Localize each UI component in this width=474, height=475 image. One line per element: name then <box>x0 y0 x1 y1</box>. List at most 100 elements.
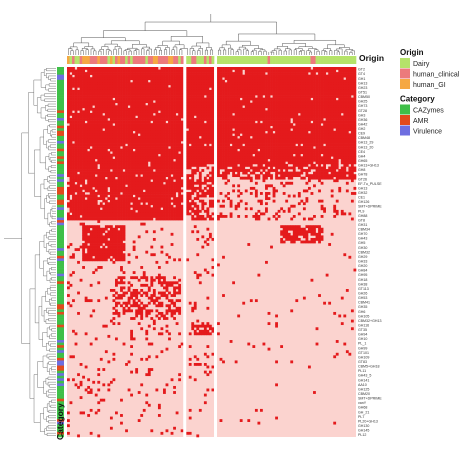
heatmap-cell <box>345 151 349 155</box>
heatmap-cell <box>178 148 182 152</box>
heatmap-cell <box>244 148 248 152</box>
heatmap-cell <box>125 77 128 81</box>
heatmap-cell <box>163 89 166 93</box>
heatmap-cell <box>170 77 174 81</box>
heatmap-cell <box>127 112 131 116</box>
heatmap-cell <box>350 77 354 81</box>
heatmap-cell <box>150 153 154 157</box>
heatmap-cell <box>305 112 309 116</box>
heatmap-cell <box>104 110 108 114</box>
heatmap-cell <box>104 105 108 109</box>
heatmap-cell <box>307 74 311 78</box>
heatmap-cell <box>147 138 151 142</box>
heatmap-cell <box>285 74 289 78</box>
heatmap-cell <box>120 95 123 98</box>
heatmap-cell <box>305 107 309 111</box>
heatmap-cell <box>345 82 349 86</box>
heatmap-cell <box>125 138 128 142</box>
heatmap-cell <box>67 92 70 96</box>
heatmap-cell <box>125 72 128 75</box>
heatmap-cell <box>237 151 241 155</box>
heatmap-cell <box>333 92 337 96</box>
heatmap-cell <box>79 107 83 111</box>
heatmap-cell <box>117 148 121 152</box>
heatmap-cell <box>340 153 344 157</box>
heatmap-cell <box>229 146 233 149</box>
heatmap-cell <box>84 158 88 162</box>
heatmap-cell <box>168 112 171 116</box>
heatmap-cell <box>287 125 291 129</box>
heatmap-cell <box>340 77 344 81</box>
category-annotation-cell <box>57 235 64 239</box>
heatmap-cell <box>160 95 164 98</box>
heatmap-cell <box>201 158 205 162</box>
heatmap-cell <box>201 143 205 147</box>
heatmap-cell <box>132 120 136 124</box>
heatmap-cell <box>353 100 357 104</box>
heatmap-cell <box>313 95 316 98</box>
heatmap-cell <box>302 135 306 139</box>
heatmap-cell <box>142 105 146 109</box>
heatmap-cell <box>280 123 284 126</box>
heatmap-cell <box>89 118 93 121</box>
heatmap-cell <box>275 110 278 114</box>
heatmap-cell <box>82 92 85 96</box>
heatmap-cell <box>217 143 220 147</box>
heatmap-cell <box>165 146 169 149</box>
heatmap-cell <box>142 133 146 137</box>
heatmap-cell <box>340 102 344 106</box>
heatmap-cell <box>323 148 326 152</box>
heatmap-cell <box>257 120 261 124</box>
heatmap-cell <box>307 125 311 129</box>
heatmap-cell <box>237 107 241 111</box>
heatmap-cell <box>257 95 261 98</box>
heatmap-cell <box>92 112 96 116</box>
heatmap-cell <box>232 153 236 157</box>
heatmap-cell <box>142 141 146 144</box>
heatmap-cell <box>335 135 339 139</box>
heatmap-cell <box>280 77 284 81</box>
heatmap-cell <box>224 120 228 124</box>
heatmap-cell <box>227 79 230 83</box>
heatmap-cell <box>348 143 352 147</box>
heatmap-cell <box>104 153 108 157</box>
heatmap-cell <box>74 141 78 144</box>
heatmap-cell <box>87 102 91 106</box>
heatmap-cell <box>305 123 309 126</box>
origin-annotation-cell <box>122 56 126 64</box>
origin-annotation-cell <box>203 56 207 64</box>
heatmap-cell <box>94 156 98 160</box>
heatmap-cell <box>343 92 347 96</box>
heatmap-cell <box>82 95 85 98</box>
heatmap-cell <box>191 69 195 73</box>
heatmap-cell <box>323 89 326 93</box>
heatmap-cell <box>338 102 342 106</box>
heatmap-cell <box>345 87 349 91</box>
heatmap-cell <box>292 146 296 149</box>
heatmap-cell <box>318 143 321 147</box>
heatmap-cell <box>315 100 319 104</box>
heatmap-cell <box>219 97 223 101</box>
heatmap-cell <box>140 84 144 88</box>
heatmap-cell <box>178 153 182 157</box>
heatmap-cell <box>292 95 296 98</box>
heatmap-cell <box>318 107 321 111</box>
heatmap-cell <box>224 77 228 81</box>
heatmap-cell <box>333 156 337 160</box>
heatmap-cell <box>193 133 197 137</box>
heatmap-cell <box>84 141 88 144</box>
heatmap-cell <box>305 82 309 86</box>
heatmap-cell <box>315 69 319 73</box>
heatmap-cell <box>211 133 215 137</box>
heatmap-cell <box>229 102 233 106</box>
heatmap-cell <box>150 79 154 83</box>
heatmap-cell <box>115 118 118 121</box>
heatmap-cell <box>267 84 271 88</box>
heatmap-cell <box>191 128 195 132</box>
origin-annotation-cell <box>89 56 93 64</box>
heatmap-cell <box>270 123 273 126</box>
heatmap-cell <box>328 67 332 70</box>
heatmap-cell <box>330 123 334 126</box>
heatmap-cell <box>94 133 98 137</box>
heatmap-cell <box>270 102 273 106</box>
